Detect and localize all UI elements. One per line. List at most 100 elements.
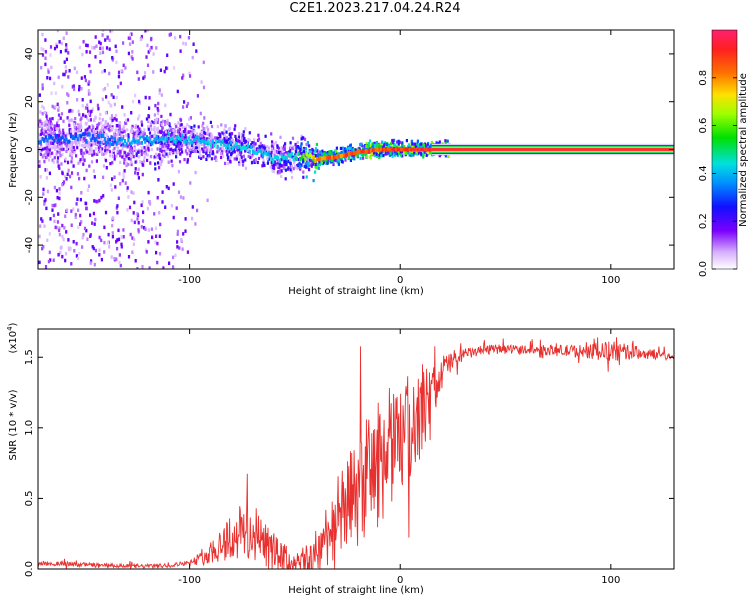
heatmap-cell [53,219,56,224]
heatmap-cell [115,141,118,146]
heatmap-cell [91,141,94,145]
heatmap-cell [219,147,222,151]
heatmap-cell [147,125,150,129]
heatmap-cell [144,148,147,152]
heatmap-cell [270,161,273,165]
heatmap-cell [53,46,57,51]
heatmap-cell [408,147,411,152]
heatmap-cell [192,42,195,46]
heatmap-cell [134,125,137,129]
heatmap-cell [252,149,255,154]
heatmap-cell [244,127,247,131]
heatmap-cell [49,217,52,221]
heatmap-cell [311,151,314,155]
heatmap-cell [220,142,223,147]
heatmap-cell [177,136,180,141]
heatmap-cell [94,133,97,137]
heatmap-cell [226,143,229,148]
heatmap-cell [168,123,171,127]
heatmap-cell [140,34,143,39]
heatmap-cell [133,220,136,225]
heatmap-cell [227,161,230,166]
heatmap-cell [110,142,114,146]
heatmap-cell [46,138,49,143]
heatmap-cell [396,152,399,156]
heatmap-cell [347,146,350,150]
heatmap-cell [49,45,53,49]
heatmap-cell [153,212,156,216]
heatmap-cell [127,133,130,137]
heatmap-cell [47,70,50,74]
heatmap-cell [156,147,159,151]
heatmap-cell [43,138,46,143]
heatmap-cell [54,105,57,109]
heatmap-cell [120,245,123,249]
heatmap-cell [83,158,86,162]
heatmap-cell [140,149,143,153]
heatmap-cell [47,139,50,143]
heatmap-cell [287,152,290,157]
heatmap-cell [306,141,309,145]
heatmap-cell [64,48,67,53]
heatmap-cell [242,154,245,158]
heatmap-cell [93,222,96,226]
heatmap-cell [415,150,418,154]
heatmap-cell [125,154,128,158]
heatmap-cell [163,142,166,147]
heatmap-cell [126,128,129,132]
heatmap [38,30,674,269]
heatmap-cell [177,126,180,131]
heatmap-cell [55,42,58,47]
heatmap-cell [131,126,134,130]
heatmap-cell [401,147,405,152]
heatmap-cell [283,145,286,149]
heatmap-cell [125,133,128,137]
heatmap-cell [220,123,223,127]
heatmap-cell [267,146,270,150]
heatmap-cell [57,108,60,112]
heatmap-cell [58,228,61,233]
heatmap-cell [171,163,174,168]
heatmap-cell [156,117,159,121]
heatmap-cell [48,148,51,152]
heatmap-cell [59,50,62,54]
heatmap-cell [65,149,68,153]
heatmap-cell [95,142,98,146]
heatmap-cell [233,150,236,154]
heatmap-cell [106,241,109,245]
heatmap-cell [93,137,96,142]
snr-multiplier-exp: 4 [6,326,14,331]
heatmap-cell [59,145,62,149]
heatmap-cell [205,146,208,150]
heatmap-cell [194,149,197,153]
heatmap-cell [186,152,189,156]
heatmap-cell [57,106,60,110]
heatmap-cell [79,222,82,226]
heatmap-cell [172,255,175,260]
heatmap-cell [96,128,99,132]
heatmap-cell [363,149,366,154]
heatmap-cell [317,166,320,170]
heatmap-cell [164,133,167,137]
heatmap-cell [256,160,259,165]
heatmap-cell [179,34,182,39]
heatmap-cell [56,160,59,164]
heatmap-cell [146,43,149,48]
heatmap-cell [120,235,123,239]
heatmap-cell [209,132,212,136]
heatmap-cell [88,151,91,155]
heatmap-cell [179,152,182,156]
heatmap-cell [132,191,135,195]
heatmap-cell [41,32,44,37]
heatmap-cell [178,127,182,131]
heatmap-cell [74,117,77,121]
heatmap-cell [104,149,107,153]
heatmap-cell [224,133,227,137]
heatmap-cell [98,253,101,257]
heatmap-cell [40,65,43,70]
heatmap-cell [63,72,66,77]
heatmap-cell [302,146,305,151]
heatmap-cell [137,139,140,144]
heatmap-cell [45,114,48,118]
heatmap-cell [295,146,298,150]
